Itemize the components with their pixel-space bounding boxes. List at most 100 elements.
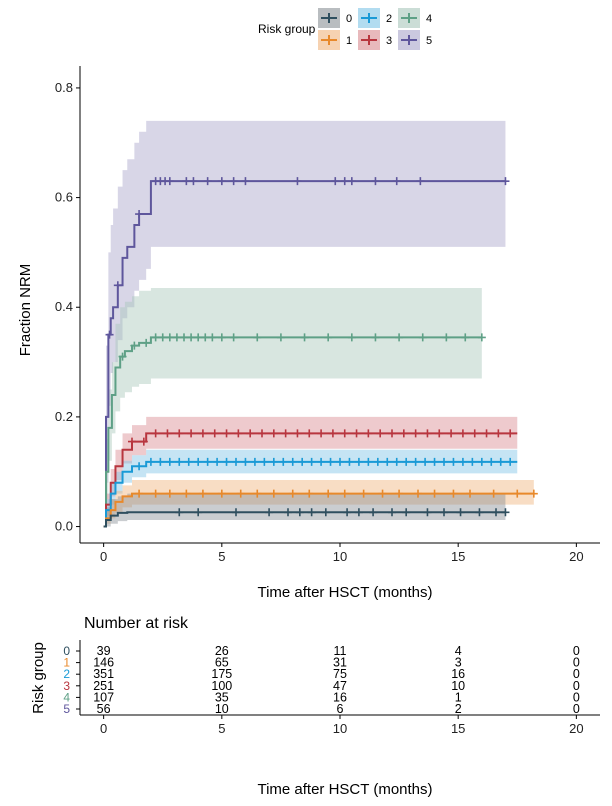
censor-mark-group-3-25 [423,429,432,438]
risk-count-group-4-t3: 1 [455,690,462,704]
censor-marks [105,177,538,517]
censor-mark-group-2-12 [250,457,259,466]
risk-count-group-0-t0: 39 [97,644,111,658]
x-axis-label: Time after HSCT (months) [257,584,432,601]
censor-mark-group-1-9 [288,489,297,498]
censor-mark-group-1-0 [135,489,144,498]
censor-mark-group-2-18 [307,457,316,466]
censor-mark-group-2-32 [440,457,448,466]
legend-title: Risk group [258,22,316,36]
risk-count-group-1-t4: 0 [573,656,580,670]
risk-row-group-label-2: 2 [63,667,70,681]
risk-count-group-0-t2: 11 [334,644,347,658]
x-axis-ticks: 0 5 10 15 20 [100,543,584,564]
risk-x-tick-label-2: 10 [333,721,347,736]
censor-mark-group-5-1 [113,281,122,290]
band-risk-group-2 [103,449,518,527]
risk-count-group-0-t3: 4 [455,644,462,658]
censor-mark-group-2-5 [184,457,193,466]
curve-risk-group-0 [103,511,506,528]
censor-mark-group-1-1 [151,489,160,498]
censor-mark-group-4-7 [180,333,188,342]
censor-mark-group-4-18 [347,333,356,342]
censor-mark-group-4-2 [142,338,151,347]
censor-mark-group-4-3 [151,333,160,342]
censor-mark-group-4-16 [300,333,309,342]
censor-mark-group-0-2 [232,508,240,517]
censor-mark-group-1-2 [165,489,174,498]
censor-mark-group-3-5 [187,429,196,438]
censor-mark-group-2-13 [260,457,269,466]
censor-mark-group-5-12 [241,177,250,186]
risk-count-group-2-t3: 16 [451,667,465,681]
censor-mark-group-5-18 [392,177,401,186]
confidence-bands [103,120,534,527]
risk-count-group-1-t2: 31 [333,656,347,670]
censor-mark-group-0-13 [423,508,432,517]
censor-mark-group-1-3 [182,489,191,498]
risk-count-group-4-t1: 35 [215,690,229,704]
censor-mark-group-4-19 [371,333,380,342]
censor-mark-group-5-14 [331,177,340,186]
risk-count-group-5-t2: 6 [337,702,344,716]
censor-mark-group-2-23 [354,457,363,466]
censor-mark-group-4-5 [165,333,174,342]
x-tick-label-0: 0 [100,549,107,564]
censor-mark-group-2-35 [468,457,477,466]
censor-mark-group-2-11 [241,457,250,466]
censor-mark-group-3-27 [447,429,456,438]
risk-x-tick-label-1: 5 [218,721,225,736]
risk-table-ylabel: Risk group [30,642,47,714]
censor-mark-group-0-11 [388,508,396,517]
censor-mark-group-4-17 [324,333,333,342]
censor-mark-group-2-6 [194,457,203,466]
band-risk-group-1 [103,479,534,527]
censor-mark-group-4-6 [172,333,181,342]
censor-mark-group-3-24 [411,429,420,438]
risk-row-group-label-0: 0 [63,644,70,658]
censor-mark-group-0-14 [440,508,448,517]
censor-mark-group-0-15 [456,508,465,517]
legend-label-5: 5 [426,35,432,47]
censor-mark-group-0-7 [321,508,330,517]
censor-mark-group-3-7 [210,429,219,438]
censor-mark-group-2-8 [213,457,222,466]
censor-mark-group-1-14 [378,489,387,498]
censor-mark-group-4-1 [130,341,139,350]
censor-mark-group-4-21 [418,333,427,342]
censor-mark-group-2-22 [345,457,354,466]
censor-mark-group-3-3 [163,429,172,438]
censor-mark-group-4-22 [442,333,451,342]
y-axis-ticks: 0.0 0.2 0.4 0.6 0.8 [55,80,80,534]
censor-mark-group-2-29 [411,457,420,466]
band-risk-group-5 [103,120,506,527]
censor-mark-group-2-3 [165,457,174,466]
censor-mark-group-0-0 [175,508,184,517]
band-risk-group-0 [103,493,506,527]
risk-row-group-label-4: 4 [63,690,70,704]
risk-count-group-3-t0: 251 [93,679,114,693]
risk-count-group-5-t0: 56 [97,702,111,716]
risk-count-group-4-t4: 0 [573,690,580,704]
censor-mark-group-0-6 [307,508,316,517]
censor-mark-group-4-15 [276,333,285,342]
censor-mark-group-5-7 [182,177,191,186]
curve-risk-group-4 [103,336,482,528]
censor-mark-group-1-22 [529,489,538,498]
risk-table-xlabel: Time after HSCT (months) [257,781,432,798]
y-tick-label-0: 0.0 [55,519,73,534]
censor-mark-group-2-15 [279,457,288,466]
risk-count-group-5-t4: 0 [573,702,580,716]
censor-mark-group-1-6 [236,489,245,498]
censor-mark-group-2-25 [373,457,382,466]
censor-mark-group-3-30 [482,429,491,438]
risk-count-group-1-t0: 146 [93,656,114,670]
censor-mark-group-3-20 [364,429,373,438]
risk-count-group-5-t3: 2 [455,702,462,716]
censor-mark-group-3-0 [128,437,136,446]
legend-key-mark-3 [361,35,377,45]
censor-mark-group-4-24 [477,333,486,342]
risk-x-tick-label-4: 20 [569,721,583,736]
censor-mark-group-3-18 [340,429,349,438]
